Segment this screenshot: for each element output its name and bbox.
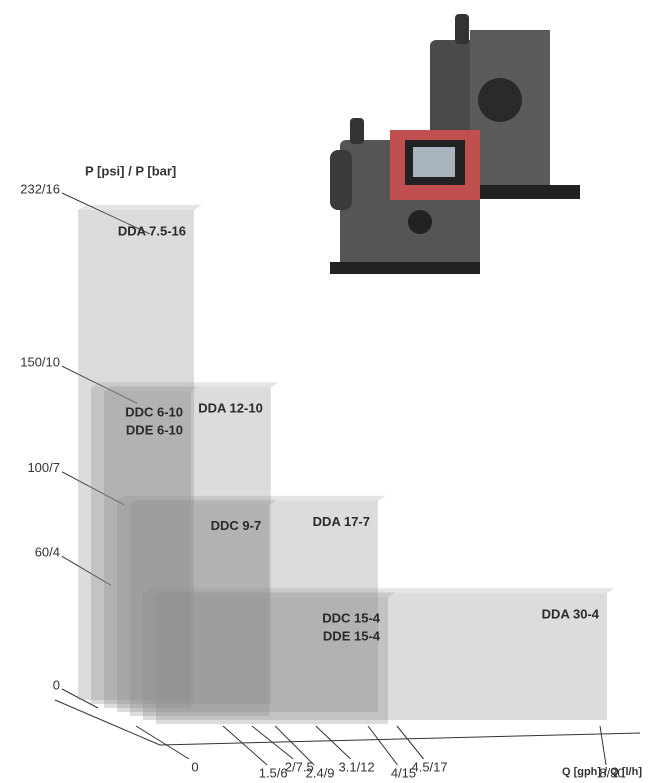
x-tick-label: 4.5/17 bbox=[411, 759, 447, 774]
y-axis-title: P [psi] / P [bar] bbox=[85, 163, 176, 178]
x-axis-title: Q [gph] / Q [l/h] bbox=[562, 766, 642, 778]
box-top bbox=[78, 205, 202, 210]
box bbox=[91, 387, 271, 704]
box-label: DDC 15-4 bbox=[322, 611, 381, 626]
x-tick-label: 1.5/6 bbox=[259, 765, 288, 780]
box bbox=[130, 504, 270, 716]
x-tick-line bbox=[396, 725, 424, 760]
y-tick-line bbox=[61, 555, 112, 586]
box bbox=[117, 500, 378, 712]
y-tick-label: 0 bbox=[53, 677, 60, 692]
box-top bbox=[143, 588, 615, 594]
box-label: DDA 17-7 bbox=[313, 514, 370, 529]
box-label: DDC 9-7 bbox=[211, 518, 262, 533]
box-label: DDA 30-4 bbox=[542, 607, 600, 622]
x-tick-line bbox=[135, 725, 190, 760]
box-top bbox=[91, 382, 279, 388]
x-tick-label: 0 bbox=[191, 759, 198, 774]
x-tick-line bbox=[251, 725, 294, 760]
y-tick-line bbox=[61, 365, 138, 404]
x-tick-line bbox=[222, 725, 268, 766]
y-tick-label: 150/10 bbox=[20, 355, 60, 370]
x-tick-label: 2.4/9 bbox=[306, 765, 335, 780]
x-tick-label: 8/30 bbox=[599, 765, 624, 780]
box-top bbox=[156, 592, 396, 598]
box-label: DDC 6-10 bbox=[125, 405, 183, 420]
box-top bbox=[117, 495, 386, 501]
x-tick-line bbox=[315, 725, 351, 760]
x-tick-line bbox=[274, 725, 315, 766]
box-label: DDE 6-10 bbox=[126, 423, 183, 438]
x-tick-label: 3.1/12 bbox=[339, 759, 375, 774]
box bbox=[156, 597, 388, 724]
box bbox=[143, 593, 607, 720]
x-axis-line bbox=[159, 732, 641, 746]
y-tick-label: 232/16 bbox=[20, 181, 60, 196]
y-tick-line bbox=[61, 192, 151, 235]
box-label: DDA 7.5-16 bbox=[118, 223, 186, 238]
box bbox=[78, 210, 194, 700]
y-tick-line bbox=[61, 688, 99, 709]
x-tick-label: 2/7.5 bbox=[285, 759, 314, 774]
y-tick-label: 60/4 bbox=[35, 545, 60, 560]
box bbox=[104, 391, 191, 708]
y-tick-label: 100/7 bbox=[27, 460, 60, 475]
x-tick-line bbox=[367, 725, 398, 766]
depth-axis-line bbox=[54, 699, 161, 746]
x-tick-line bbox=[599, 725, 607, 766]
box-top bbox=[104, 386, 199, 392]
box-top bbox=[130, 499, 278, 505]
pump-illustration bbox=[330, 14, 580, 274]
y-tick-line bbox=[61, 471, 125, 506]
box-label: DDE 15-4 bbox=[323, 629, 381, 644]
box-label: DDA 12-10 bbox=[198, 401, 263, 416]
x-tick-label: 4/15 bbox=[391, 765, 416, 780]
